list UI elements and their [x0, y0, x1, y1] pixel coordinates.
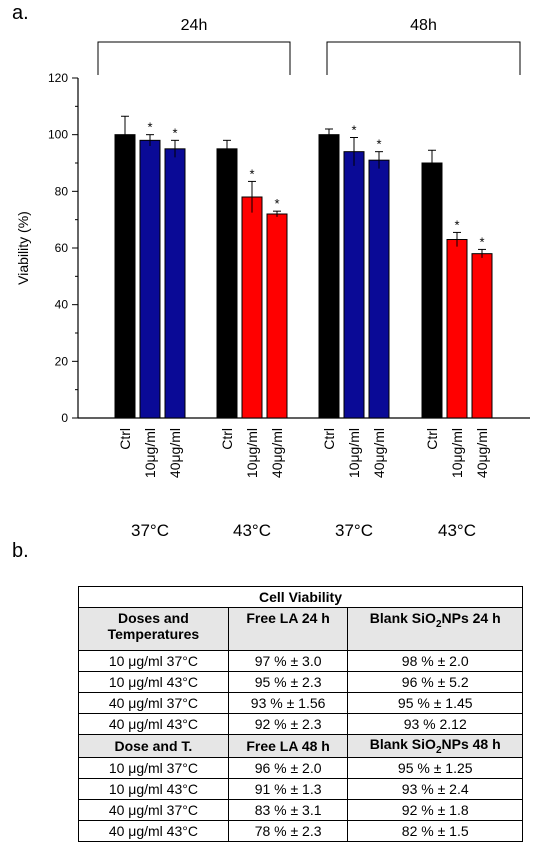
significance-marker: * [479, 234, 484, 249]
table-cell: 40 μg/ml 43°C [78, 820, 229, 842]
bar [164, 148, 186, 419]
table-row: 40 μg/ml 37°C 83 % ± 3.1 92 % ± 1.8 [78, 799, 523, 821]
bar [114, 134, 136, 419]
x-tick-label: 40μg/ml [371, 428, 387, 478]
bar [318, 134, 340, 419]
table-row: 10 μg/ml 37°C 96 % ± 2.0 95 % ± 1.25 [78, 757, 523, 779]
table-cell: 95 % ± 2.3 [227, 671, 349, 693]
table-cell: 91 % ± 1.3 [227, 778, 349, 800]
table-cell: 40 μg/ml 37°C [78, 692, 229, 714]
table-header-free-la-24h: Free LA 24 h [227, 607, 349, 651]
table-header-dose-t: Dose and T. [78, 734, 229, 758]
significance-marker: * [274, 196, 279, 211]
significance-marker: * [454, 217, 459, 232]
x-tick-label: 40μg/ml [269, 428, 285, 478]
bar [266, 213, 288, 419]
x-tick-label: 10μg/ml [346, 428, 362, 478]
x-tick-label: 40μg/ml [474, 428, 490, 478]
x-tick-label: Ctrl [117, 428, 133, 450]
temperature-label: 37°C [335, 521, 373, 540]
viability-bar-chart: 0 20 40 60 80 100 120 Viability (%) Ctrl * 10μg/ml… [15, 17, 530, 540]
bar [471, 253, 493, 419]
bar [139, 139, 161, 419]
table-row: 10 μg/ml 43°C 91 % ± 1.3 93 % ± 2.4 [78, 778, 523, 800]
x-tick-label: 10μg/ml [449, 428, 465, 478]
panel-a-label: a. [12, 2, 29, 24]
bar [368, 159, 390, 419]
x-tick-label: Ctrl [219, 428, 235, 450]
table-header-doses: Doses and Temperatures [78, 607, 229, 651]
x-tick-label: Ctrl [424, 428, 440, 450]
table-cell: 40 μg/ml 37°C [78, 799, 229, 821]
x-tick-label: 10μg/ml [142, 428, 158, 478]
table-cell: 82 % ± 1.5 [347, 820, 523, 842]
y-tick-label: 0 [61, 411, 68, 425]
table-header-blank-24h: Blank SiO2NPs 24 h [347, 607, 523, 651]
panel-b-label: b. [12, 540, 29, 562]
table-cell: 96 % ± 5.2 [347, 671, 523, 693]
bar [421, 162, 443, 419]
significance-marker: * [351, 123, 356, 138]
table-cell: 98 % ± 2.0 [347, 650, 523, 672]
bar [343, 151, 365, 419]
time-bracket [97, 41, 291, 75]
table-cell: 93 % 2.12 [347, 713, 523, 735]
table-cell: 95 % ± 1.45 [347, 692, 523, 714]
table-cell: 10 μg/ml 37°C [78, 650, 229, 672]
time-label: 24h [181, 17, 208, 34]
temperature-label: 43°C [438, 521, 476, 540]
table-cell: 93 % ± 1.56 [227, 692, 349, 714]
table-row: 40 μg/ml 43°C 92 % ± 2.3 93 % 2.12 [78, 713, 523, 735]
table-cell: 95 % ± 1.25 [347, 757, 523, 779]
table-title: Cell Viability [78, 586, 523, 608]
significance-marker: * [172, 125, 177, 140]
bar [446, 239, 468, 419]
table-row: 10 μg/ml 37°C 97 % ± 3.0 98 % ± 2.0 [78, 650, 523, 672]
table-cell: 10 μg/ml 43°C [78, 671, 229, 693]
y-tick-label: 120 [48, 71, 68, 85]
table-cell: 10 μg/ml 37°C [78, 757, 229, 779]
table-cell: 96 % ± 2.0 [227, 757, 349, 779]
table-cell: 83 % ± 3.1 [227, 799, 349, 821]
table-cell: 10 μg/ml 43°C [78, 778, 229, 800]
viability-table: Cell Viability Doses and Temperatures Fr… [78, 586, 523, 842]
table-header-free-la-48h: Free LA 48 h [227, 734, 349, 758]
y-tick-label: 20 [55, 354, 69, 368]
table-cell: 93 % ± 2.4 [347, 778, 523, 800]
y-tick-label: 100 [48, 128, 68, 142]
significance-marker: * [376, 137, 381, 152]
x-tick-label: Ctrl [321, 428, 337, 450]
table-cell: 92 % ± 2.3 [227, 713, 349, 735]
time-bracket [326, 41, 521, 75]
bar [241, 196, 263, 419]
table-cell: 97 % ± 3.0 [227, 650, 349, 672]
table-cell: 92 % ± 1.8 [347, 799, 523, 821]
table-row: 40 μg/ml 43°C 78 % ± 2.3 82 % ± 1.5 [78, 820, 523, 842]
table-row: 40 μg/ml 37°C 93 % ± 1.56 95 % ± 1.45 [78, 692, 523, 714]
temperature-label: 37°C [131, 521, 169, 540]
table-cell: 40 μg/ml 43°C [78, 713, 229, 735]
y-tick-label: 40 [55, 298, 69, 312]
temperature-label: 43°C [233, 521, 271, 540]
time-label: 48h [410, 17, 437, 34]
y-tick-label: 60 [55, 241, 69, 255]
x-tick-label: 40μg/ml [167, 428, 183, 478]
table-header-blank-48h: Blank SiO2NPs 48 h [347, 734, 523, 758]
significance-marker: * [249, 166, 254, 181]
table-cell: 78 % ± 2.3 [227, 820, 349, 842]
y-tick-label: 80 [55, 184, 69, 198]
y-axis-label: Viability (%) [15, 211, 31, 285]
table-row: 10 μg/ml 43°C 95 % ± 2.3 96 % ± 5.2 [78, 671, 523, 693]
significance-marker: * [147, 120, 152, 135]
bar [216, 148, 238, 419]
x-tick-label: 10μg/ml [244, 428, 260, 478]
